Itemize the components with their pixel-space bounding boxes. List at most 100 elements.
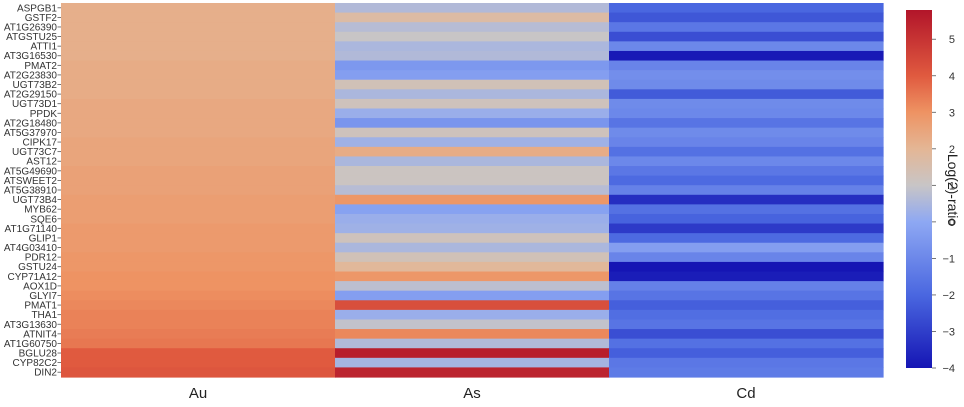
heatmap-cell — [61, 319, 336, 330]
heatmap-cell — [335, 31, 610, 42]
heatmap-cell — [609, 137, 884, 148]
heatmap-cell — [335, 300, 610, 311]
row-label: GSTU24 — [18, 262, 57, 273]
row-label: SQE6 — [30, 214, 57, 225]
heatmap-cell — [61, 108, 336, 119]
heatmap-cell — [335, 357, 610, 369]
heatmap-cell — [61, 118, 336, 129]
heatmap-cell — [61, 329, 336, 340]
row-label: GLYI7 — [29, 291, 57, 302]
colorbar-tick-label: 2 — [949, 144, 955, 156]
row-label: AT1G60750 — [4, 339, 58, 350]
colorbar-tick-label: 4 — [949, 71, 955, 83]
heatmap-cell — [61, 12, 336, 23]
colorbar-tick-label: 3 — [949, 107, 955, 119]
heatmap-cell — [61, 156, 336, 167]
heatmap-cell — [609, 118, 884, 129]
heatmap-cell — [609, 98, 884, 110]
heatmap-cell — [609, 204, 884, 215]
heatmap-cell — [61, 3, 336, 14]
heatmap-cell — [335, 60, 610, 71]
heatmap-cell — [335, 233, 610, 244]
row-label: ATNIT4 — [23, 329, 57, 340]
colorbar-tick-label: 5 — [949, 34, 955, 46]
row-label: AT5G38910 — [4, 186, 58, 197]
heatmap-cell — [335, 213, 610, 225]
heatmap-cell — [609, 175, 884, 186]
colorbar-tick-label: −1 — [942, 253, 955, 265]
heatmap-cell — [609, 12, 884, 23]
row-label: GSTF2 — [25, 13, 58, 24]
heatmap-cell — [335, 367, 610, 378]
heatmap-cell — [609, 185, 884, 196]
heatmap-cell — [335, 223, 610, 234]
row-label: UGT73D1 — [12, 99, 57, 110]
heatmap-cell — [335, 204, 610, 215]
row-label: CYP71A12 — [8, 272, 58, 283]
heatmap-cell — [335, 281, 610, 292]
heatmap-cell — [61, 194, 336, 205]
colorbar-tick-label: 1 — [949, 180, 955, 192]
heatmap-cell — [609, 338, 884, 349]
row-label: ASPGB1 — [17, 3, 57, 14]
heatmap-cell — [335, 338, 610, 349]
colorbar-tick-label: −2 — [942, 290, 955, 302]
heatmap-cell — [61, 50, 336, 62]
row-label: ATSWEET2 — [4, 176, 58, 187]
heatmap-cell — [335, 261, 610, 273]
colorbar: −4 −3 −2 −1 0 1 2 3 4 5 Log(2)-ratio — [906, 10, 961, 375]
heatmap-cell — [61, 175, 336, 186]
heatmap-cell — [335, 22, 610, 33]
heatmap-cell — [61, 204, 336, 215]
heatmap-cell — [335, 89, 610, 100]
row-label: AT4G03410 — [4, 243, 58, 254]
heatmap-cell — [61, 213, 336, 225]
heatmap-cell — [335, 127, 610, 138]
row-label: BGLU28 — [19, 349, 58, 360]
heatmap-cell — [609, 108, 884, 119]
heatmap-cell — [335, 319, 610, 330]
heatmap-cell — [61, 70, 336, 81]
row-label: PPDK — [30, 109, 58, 120]
row-label: UGT73B4 — [13, 195, 58, 206]
heatmap-cell — [61, 242, 336, 253]
heatmap-cell — [335, 108, 610, 119]
heatmap-cell — [61, 300, 336, 311]
heatmap-cell — [335, 242, 610, 253]
colorbar-title: Log(2)-ratio — [945, 154, 961, 227]
column-label: As — [463, 385, 481, 402]
row-labels: ASPGB1GSTF2AT1G26390ATGSTU25ATTI1AT3G165… — [4, 3, 61, 379]
heatmap-cell — [61, 166, 336, 177]
column-labels: Au As Cd — [189, 385, 756, 402]
heatmap-cell — [61, 261, 336, 273]
row-label: DIN2 — [34, 368, 57, 379]
heatmap-cell — [61, 367, 336, 378]
heatmap-cell — [335, 50, 610, 62]
heatmap-cell — [61, 137, 336, 148]
heatmap-cell — [335, 271, 610, 282]
heatmap-cell — [609, 146, 884, 158]
heatmap-cell — [609, 50, 884, 62]
heatmap-cell — [61, 290, 336, 301]
row-label: AST12 — [26, 157, 57, 168]
heatmap-cell — [335, 252, 610, 263]
heatmap-cell — [609, 348, 884, 359]
row-label: AT5G49690 — [4, 166, 58, 177]
heatmap-cell — [609, 271, 884, 282]
row-label: AT2G18480 — [4, 118, 58, 129]
heatmap-cell — [609, 31, 884, 42]
heatmap-cell — [609, 127, 884, 138]
heatmap-cell — [61, 146, 336, 158]
colorbar-tick-label: −3 — [942, 326, 955, 338]
column-label: Au — [189, 385, 207, 402]
heatmap-cell — [335, 194, 610, 205]
row-label: THA1 — [31, 310, 57, 321]
heatmap-cell — [609, 252, 884, 263]
row-label: MYB62 — [24, 205, 57, 216]
heatmap-cell — [61, 348, 336, 359]
heatmap-cell — [61, 60, 336, 71]
column-label: Cd — [736, 385, 755, 402]
heatmap-cell — [61, 22, 336, 33]
heatmap-cell — [335, 166, 610, 177]
